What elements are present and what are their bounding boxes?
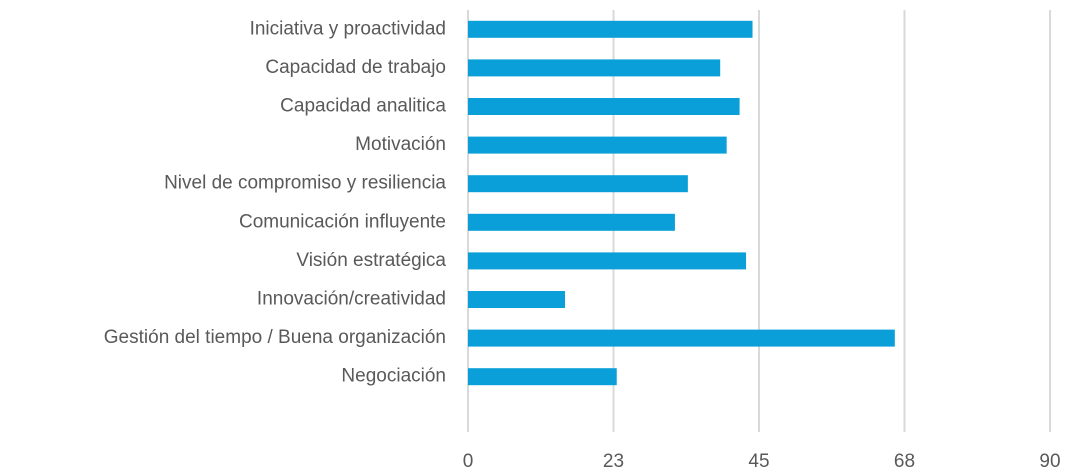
y-tick-label: Nivel de compromiso y resiliencia	[164, 173, 446, 194]
bar	[468, 175, 688, 193]
x-tick-label: 23	[603, 451, 624, 472]
x-tick-label: 0	[463, 451, 474, 472]
y-tick-label: Negociación	[341, 366, 446, 387]
y-tick-label: Capacidad de trabajo	[265, 57, 446, 78]
y-tick-label: Visión estratégica	[296, 250, 446, 271]
x-tick-label: 90	[1039, 451, 1060, 472]
y-tick-label: Innovación/creatividad	[257, 289, 446, 310]
bar	[468, 252, 747, 270]
bar	[468, 368, 617, 386]
x-tick-label: 45	[748, 451, 769, 472]
y-tick-label: Gestión del tiempo / Buena organización	[104, 327, 446, 348]
bar	[468, 291, 565, 308]
bar	[468, 20, 753, 38]
bar	[468, 213, 675, 231]
y-tick-label: Iniciativa y proactividad	[250, 18, 446, 39]
y-tick-label: Capacidad analitica	[280, 96, 446, 117]
y-tick-label: Comunicación influyente	[239, 211, 446, 232]
y-tick-label: Motivación	[355, 134, 446, 155]
x-tick-label: 68	[894, 451, 915, 472]
bar	[468, 329, 895, 347]
bar	[468, 136, 727, 154]
bar	[468, 98, 740, 115]
bar	[468, 59, 721, 77]
